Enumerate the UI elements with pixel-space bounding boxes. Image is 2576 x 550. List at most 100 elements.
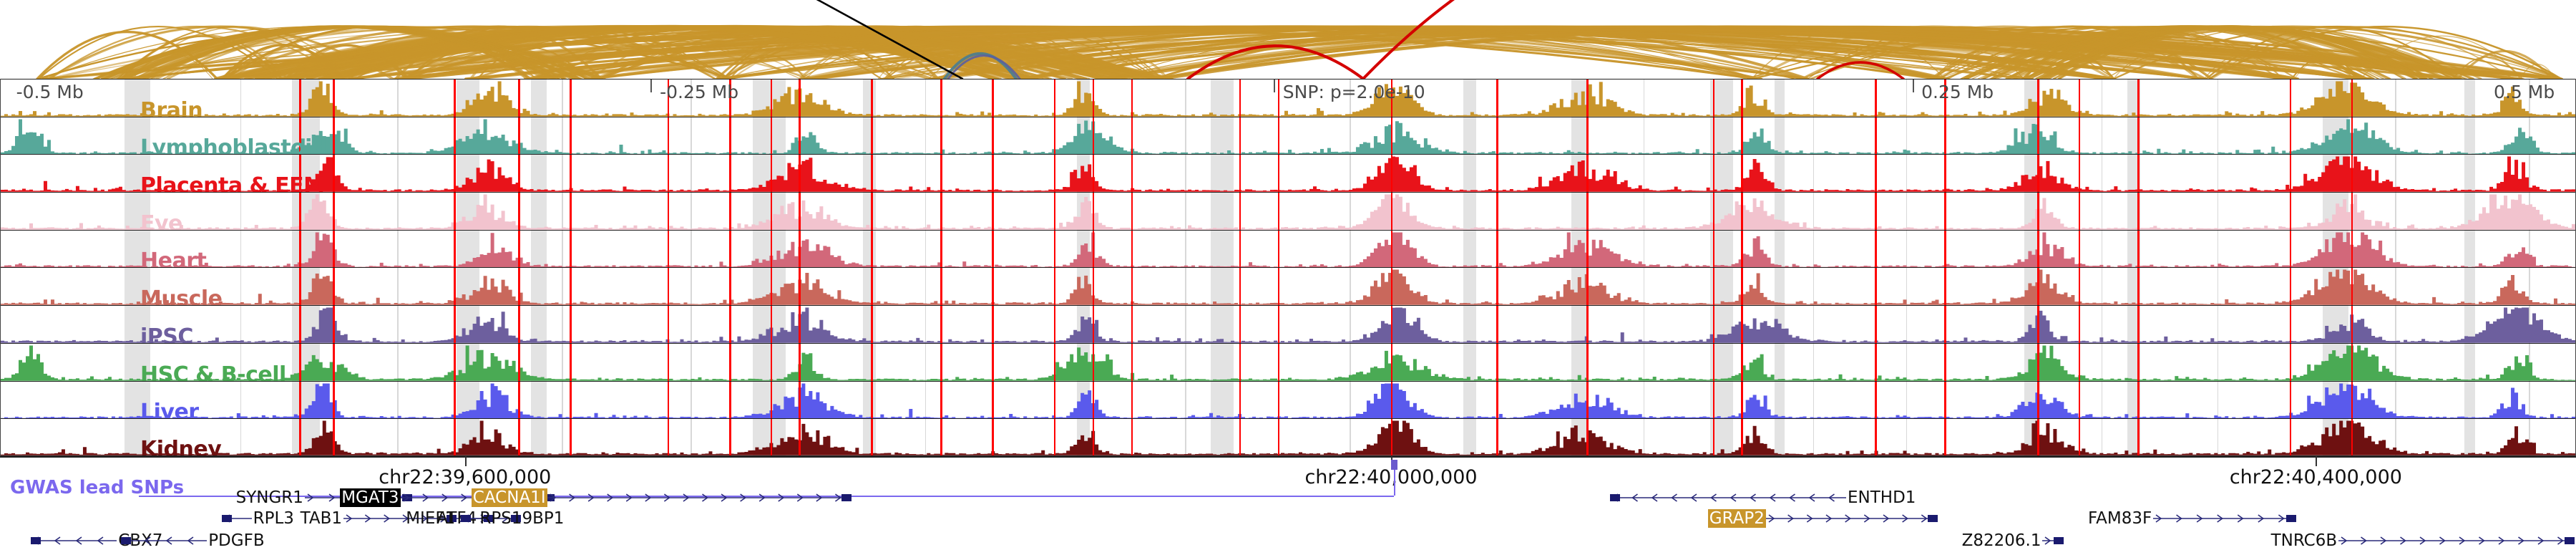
highlight-band [863, 230, 877, 268]
snp-marker-line [1390, 381, 1393, 419]
highlight-band [2464, 306, 2475, 343]
snp-marker-line [1586, 381, 1589, 419]
track-liver[interactable]: Liver [1, 380, 2575, 419]
guide-line [924, 79, 927, 117]
snp-marker-line [2351, 230, 2353, 268]
highlight-band [1571, 193, 1587, 230]
snp-marker-line [299, 268, 301, 306]
highlight-band [124, 268, 150, 306]
snp-marker-line [1239, 79, 1241, 117]
guide-line [562, 230, 563, 268]
guide-line [2529, 419, 2530, 455]
gwas-lead-snp-marker[interactable] [1390, 460, 1397, 470]
highlight-band [124, 419, 150, 455]
guide-line [691, 268, 692, 306]
track-ipsc[interactable]: iPSC [1, 305, 2575, 343]
guide-line [1185, 268, 1186, 306]
guide-line [240, 268, 242, 306]
snp-marker-line [299, 343, 301, 381]
snp-marker-line [1712, 381, 1715, 419]
snp-marker-line [667, 79, 670, 117]
track-brain[interactable]: -0.5 Mb -0.25 Mb SNP: p=2.0e-10 0.25 Mb 0.5 … [1, 79, 2575, 117]
snp-marker-line [1741, 268, 1743, 306]
highlight-band [1211, 306, 1234, 343]
track-lymphoblastoid[interactable]: Lymphoblastoid [1, 116, 2575, 155]
guide-line [691, 230, 692, 268]
guide-line [397, 343, 399, 381]
snp-marker-line [992, 306, 994, 343]
snp-marker-line [799, 230, 801, 268]
snp-marker-line [1053, 117, 1056, 155]
guide-line [397, 268, 399, 306]
highlight-band [2464, 419, 2475, 455]
snp-marker-line [1053, 230, 1056, 268]
snp-marker-line [2289, 268, 2292, 306]
signal-profile [1, 344, 2575, 381]
gene-tnrc6b[interactable]: TNRC6B [2270, 531, 2575, 550]
signal-profile [1, 155, 2575, 193]
gwas-lead-snps-track[interactable]: GWAS lead SNPs [0, 460, 2576, 500]
snp-marker-line [1239, 193, 1241, 230]
highlight-band [124, 193, 150, 230]
snp-marker-line [1586, 117, 1589, 155]
gene-enthd1[interactable]: ENTHD1 [1610, 488, 1917, 507]
signal-profile [1, 306, 2575, 343]
track-eye[interactable]: Eye [1, 192, 2575, 230]
gene-body-forward [547, 488, 852, 507]
highlight-band [1463, 381, 1476, 419]
snp-marker-line [1131, 79, 1133, 117]
highlight-band [2464, 193, 2475, 230]
snp-marker-line [729, 155, 731, 193]
snp-marker-line [992, 230, 994, 268]
highlight-band [1571, 343, 1587, 381]
gene-z82206-1[interactable]: Z82206.1 [1961, 531, 2064, 550]
gene-annotation-track[interactable]: CBX7 PDGFB Z82206.1 TNRC6B RPL3 TAB1 MIEF1 ATF4… [0, 487, 2576, 550]
gene-tab1[interactable]: TAB1 [299, 509, 457, 528]
guide-line [924, 230, 927, 268]
gene-pdgfb[interactable]: PDGFB [121, 531, 265, 550]
track-muscle[interactable]: Muscle [1, 267, 2575, 306]
snp-marker-line [770, 230, 773, 268]
gene-rpl3[interactable]: RPL3 [221, 509, 296, 528]
gene-body-forward [1765, 509, 1938, 528]
snp-marker-line [992, 155, 994, 193]
highlight-band [1775, 343, 1785, 381]
snp-marker-line [2078, 306, 2081, 343]
snp-marker-line [1390, 230, 1393, 268]
gene-grap2[interactable]: GRAP2 [1707, 509, 1938, 528]
snp-marker-line [871, 419, 873, 455]
snp-marker-line [1944, 343, 1946, 381]
snp-marker-line [1712, 117, 1715, 155]
snp-marker-line [299, 79, 301, 117]
snp-marker-line [1390, 193, 1393, 230]
snp-marker-line [1131, 343, 1133, 381]
snp-marker-line [770, 268, 773, 306]
guide-line [2529, 268, 2530, 306]
snp-marker-line [2037, 268, 2039, 306]
snp-marker-line [299, 381, 301, 419]
gene-cacna1i[interactable]: CACNA1I [471, 488, 852, 507]
highlight-band [863, 79, 877, 117]
snp-marker-line [770, 306, 773, 343]
snp-marker-line [1053, 343, 1056, 381]
guide-line [1643, 230, 1645, 268]
track-label-brain: Brain [140, 97, 203, 117]
track-label-liver: Liver [140, 400, 199, 419]
highlight-band [1211, 419, 1234, 455]
snp-marker-line [1092, 117, 1095, 155]
track-placenta-eem[interactable]: Placenta & EEM [1, 154, 2575, 193]
snp-marker-line [729, 419, 731, 455]
highlight-band [1211, 230, 1234, 268]
track-heart[interactable]: Heart [1, 229, 2575, 268]
highlight-band [863, 343, 877, 381]
gene-fam83f[interactable]: FAM83F [2087, 509, 2297, 528]
snp-marker-line [799, 155, 801, 193]
track-hsc-b-cell[interactable]: HSC & B-cell [1, 342, 2575, 381]
track-kidney[interactable]: Kidney [1, 418, 2575, 456]
ruler-label-3: 0.25 Mb [1921, 82, 1994, 102]
ruler-label-0: -0.5 Mb [16, 82, 84, 102]
gene-rps19bp1[interactable]: RPS19BP1 [461, 509, 565, 528]
tissue-signal-track-stack[interactable]: -0.5 Mb -0.25 Mb SNP: p=2.0e-10 0.25 Mb 0.5 … [0, 79, 2576, 456]
guide-line [562, 343, 563, 381]
snp-marker-line [454, 230, 456, 268]
